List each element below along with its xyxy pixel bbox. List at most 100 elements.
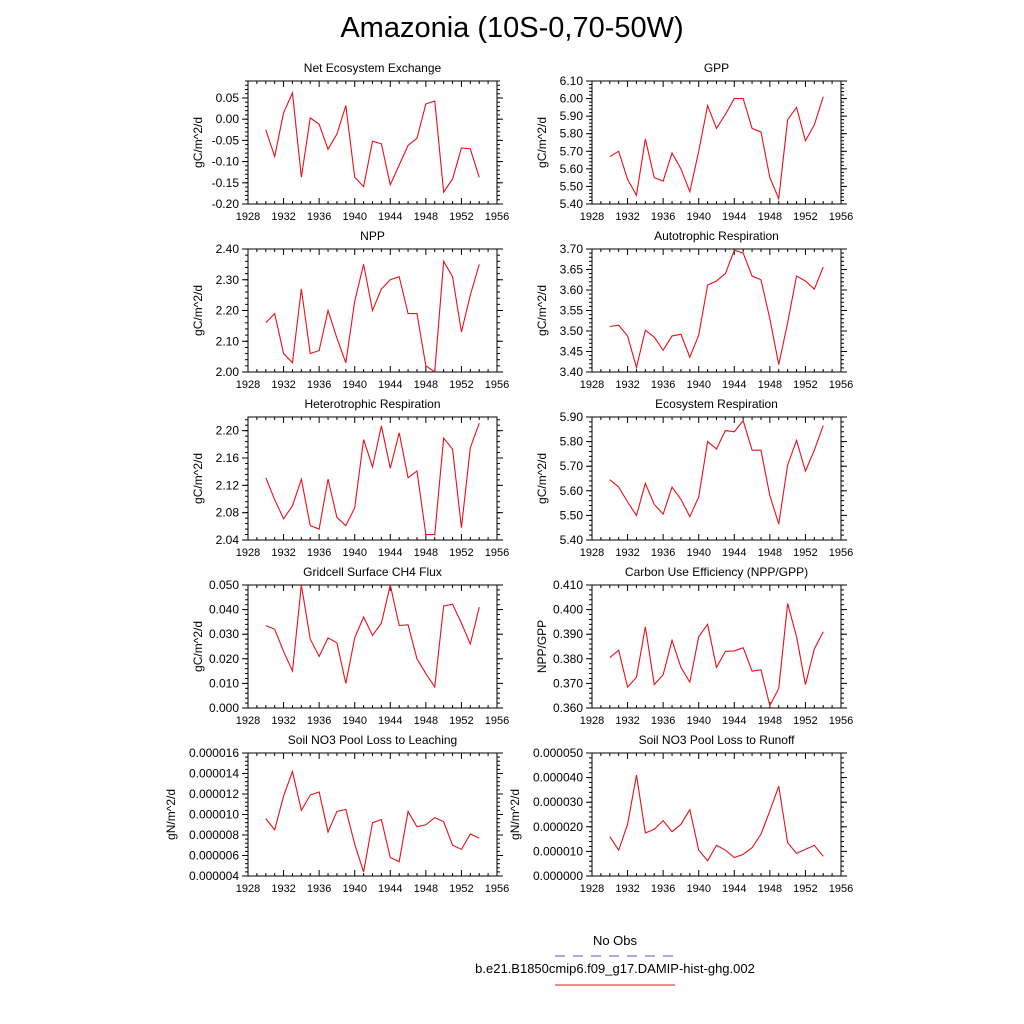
x-tick-label: 1956 [829, 547, 853, 559]
chart-panel-7: Gridcell Surface CH4 Flux gC/m^2/d 1928 193… [191, 565, 509, 727]
y-tick-label: 0.000 [209, 701, 239, 715]
plot-frame [591, 80, 842, 205]
y-tick-label: -0.10 [212, 155, 240, 169]
x-tick-label: 1952 [793, 715, 817, 727]
y-tick-label: 2.16 [216, 451, 240, 465]
x-tick-label: 1952 [449, 715, 473, 727]
y-tick-label: 6.10 [560, 74, 584, 88]
chart-title: Gridcell Surface CH4 Flux [303, 565, 442, 579]
chart-panel-10: Soil NO3 Pool Loss to Runoff gN/m^2/d 1928… [508, 733, 853, 895]
x-tick-label: 1928 [236, 211, 260, 223]
x-tick-label: 1936 [307, 379, 331, 391]
x-tick-label: 1928 [580, 883, 604, 895]
y-tick-label: 0.00 [216, 112, 240, 126]
y-tick-label: 0.05 [216, 91, 240, 105]
series-line [265, 90, 480, 194]
x-tick-label: 1932 [271, 715, 295, 727]
x-tick-label: 1928 [236, 883, 260, 895]
y-tick-label: 0.040 [209, 603, 239, 617]
y-tick-label: 0.000016 [189, 746, 239, 760]
y-tick-label: 5.90 [560, 109, 584, 123]
y-tick-label: 5.40 [560, 197, 584, 211]
x-tick-label: 1956 [829, 379, 853, 391]
x-tick-label: 1944 [722, 715, 746, 727]
series-line [609, 419, 824, 525]
chart-title: Ecosystem Respiration [655, 397, 778, 411]
x-tick-label: 1940 [686, 379, 710, 391]
x-tick-label: 1948 [758, 883, 782, 895]
x-tick-label: 1932 [271, 883, 295, 895]
x-tick-label: 1940 [342, 883, 366, 895]
x-tick-label: 1940 [342, 379, 366, 391]
chart-panel-9: Soil NO3 Pool Loss to Leaching gN/m^2/d 19… [164, 733, 509, 895]
y-tick-label: 6.00 [560, 92, 584, 106]
y-tick-label: 5.70 [560, 144, 584, 158]
plot-frame [591, 416, 842, 541]
y-tick-label: 2.20 [216, 304, 240, 318]
y-tick-label: 0.000010 [533, 844, 583, 858]
chart-panel-5: Heterotrophic Respiration gC/m^2/d 1928 193… [191, 397, 509, 559]
x-tick-label: 1944 [722, 547, 746, 559]
chart-panel-4: Autotrophic Respiration gC/m^2/d 1928 1932 1… [535, 229, 853, 391]
page-title: Amazonia (10S-0,70-50W) [340, 12, 684, 44]
x-tick-label: 1936 [651, 211, 675, 223]
y-tick-label: 5.60 [560, 484, 584, 498]
y-tick-label: 0.000004 [189, 869, 239, 883]
x-tick-label: 1956 [485, 379, 509, 391]
chart-title: Heterotrophic Respiration [304, 397, 440, 411]
x-tick-label: 1944 [722, 379, 746, 391]
y-tick-label: 0.370 [553, 676, 583, 690]
chart-panel-3: NPP gC/m^2/d 1928 1932 1936 1940 1944 1948 1952 1… [191, 229, 509, 391]
y-axis-label: gN/m^2/d [508, 789, 522, 840]
chart-title: Autotrophic Respiration [654, 229, 779, 243]
x-tick-label: 1944 [378, 379, 402, 391]
y-tick-label: 0.380 [553, 652, 583, 666]
y-tick-label: 5.70 [560, 459, 584, 473]
x-tick-label: 1940 [686, 211, 710, 223]
x-tick-label: 1940 [342, 547, 366, 559]
y-tick-label: 0.020 [209, 652, 239, 666]
y-tick-label: 0.000008 [189, 828, 239, 842]
y-tick-label: 0.390 [553, 627, 583, 641]
x-tick-label: 1932 [615, 211, 639, 223]
x-tick-label: 1944 [378, 547, 402, 559]
x-tick-label: 1952 [449, 379, 473, 391]
x-tick-label: 1940 [686, 883, 710, 895]
x-tick-label: 1948 [758, 211, 782, 223]
series-line [265, 259, 480, 373]
y-tick-label: 0.050 [209, 578, 239, 592]
y-tick-label: 5.50 [560, 179, 584, 193]
chart-title: Soil NO3 Pool Loss to Leaching [288, 733, 457, 747]
x-tick-label: 1936 [307, 547, 331, 559]
chart-panel-8: Carbon Use Efficiency (NPP/GPP) NPP/GPP 19… [535, 565, 853, 727]
plot-frame [591, 584, 842, 709]
series-line [265, 769, 480, 873]
y-tick-label: 5.40 [560, 533, 584, 547]
x-tick-label: 1928 [236, 715, 260, 727]
x-tick-label: 1928 [236, 379, 260, 391]
y-axis-label: gN/m^2/d [164, 789, 178, 840]
x-tick-label: 1944 [378, 883, 402, 895]
y-axis-label: gC/m^2/d [535, 453, 549, 504]
x-tick-label: 1928 [236, 547, 260, 559]
y-tick-label: 2.04 [216, 533, 240, 547]
y-tick-label: 0.000010 [189, 808, 239, 822]
y-tick-label: 3.65 [560, 263, 584, 277]
x-tick-label: 1940 [342, 211, 366, 223]
y-tick-label: 3.60 [560, 283, 584, 297]
y-tick-label: 0.000006 [189, 849, 239, 863]
x-tick-label: 1928 [580, 715, 604, 727]
x-tick-label: 1952 [449, 883, 473, 895]
x-tick-label: 1932 [615, 547, 639, 559]
y-tick-label: 5.90 [560, 410, 584, 424]
chart-panel-2: GPP gC/m^2/d 1928 1932 1936 1940 1944 1948 1952 1… [535, 61, 853, 223]
y-tick-label: 2.10 [216, 334, 240, 348]
x-tick-label: 1948 [758, 547, 782, 559]
x-tick-label: 1948 [414, 715, 438, 727]
y-tick-label: 0.000012 [189, 787, 239, 801]
x-tick-label: 1948 [758, 715, 782, 727]
y-tick-label: 0.000030 [533, 795, 583, 809]
x-tick-label: 1948 [414, 211, 438, 223]
x-tick-label: 1940 [686, 715, 710, 727]
x-tick-label: 1928 [580, 547, 604, 559]
